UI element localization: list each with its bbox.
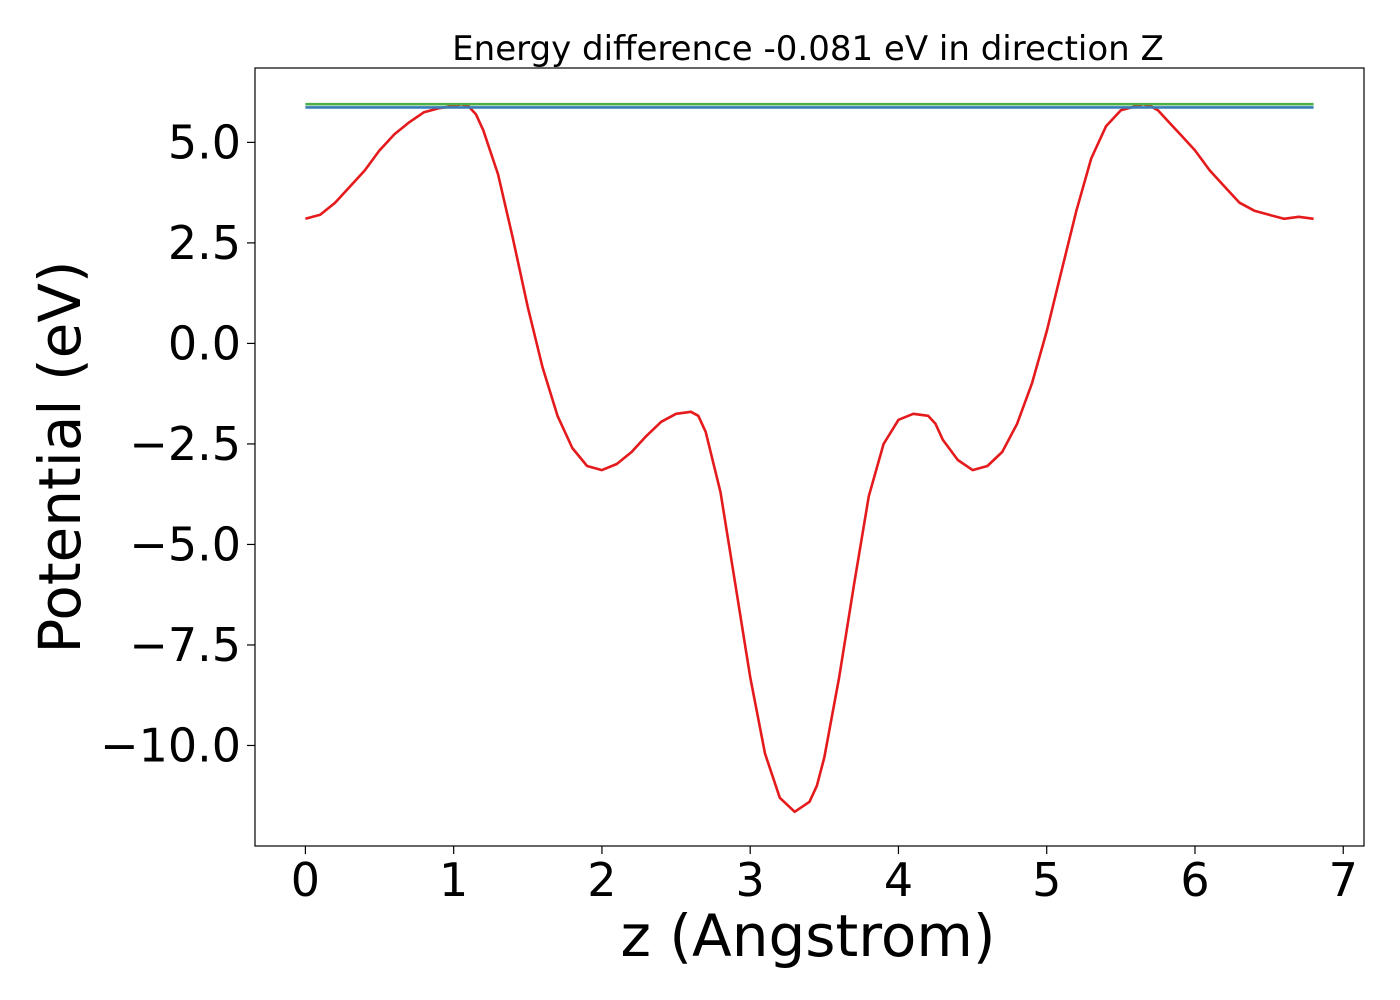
x-tick-label: 2 [587, 853, 616, 907]
y-tick-label: −2.5 [129, 417, 241, 471]
x-axis: 0 1 2 3 4 5 6 7 [291, 846, 1358, 907]
y-tick-label: −10.0 [100, 718, 241, 772]
y-tick-label: −5.0 [129, 517, 241, 571]
y-axis: 5.0 2.5 0.0 −2.5 −5.0 −7.5 −10.0 [100, 115, 255, 772]
x-tick-label: 4 [884, 853, 913, 907]
x-tick-label: 7 [1329, 853, 1358, 907]
plot-frame [254, 67, 1365, 847]
x-tick-label: 5 [1032, 853, 1061, 907]
y-tick-label: 5.0 [168, 115, 241, 169]
series-layer [305, 102, 1314, 814]
y-tick-label: 2.5 [168, 216, 241, 270]
x-tick-label: 0 [291, 853, 320, 907]
y-tick-label: −7.5 [129, 618, 241, 672]
x-tick-label: 3 [736, 853, 765, 907]
x-axis-title: z (Angstrom) [621, 902, 996, 970]
x-tick-label: 1 [439, 853, 468, 907]
chart-title: Energy difference -0.081 eV in direction… [452, 29, 1164, 69]
y-axis-title: Potential (eV) [26, 260, 94, 653]
y-tick-label: 0.0 [168, 316, 241, 370]
x-tick-label: 6 [1180, 853, 1209, 907]
